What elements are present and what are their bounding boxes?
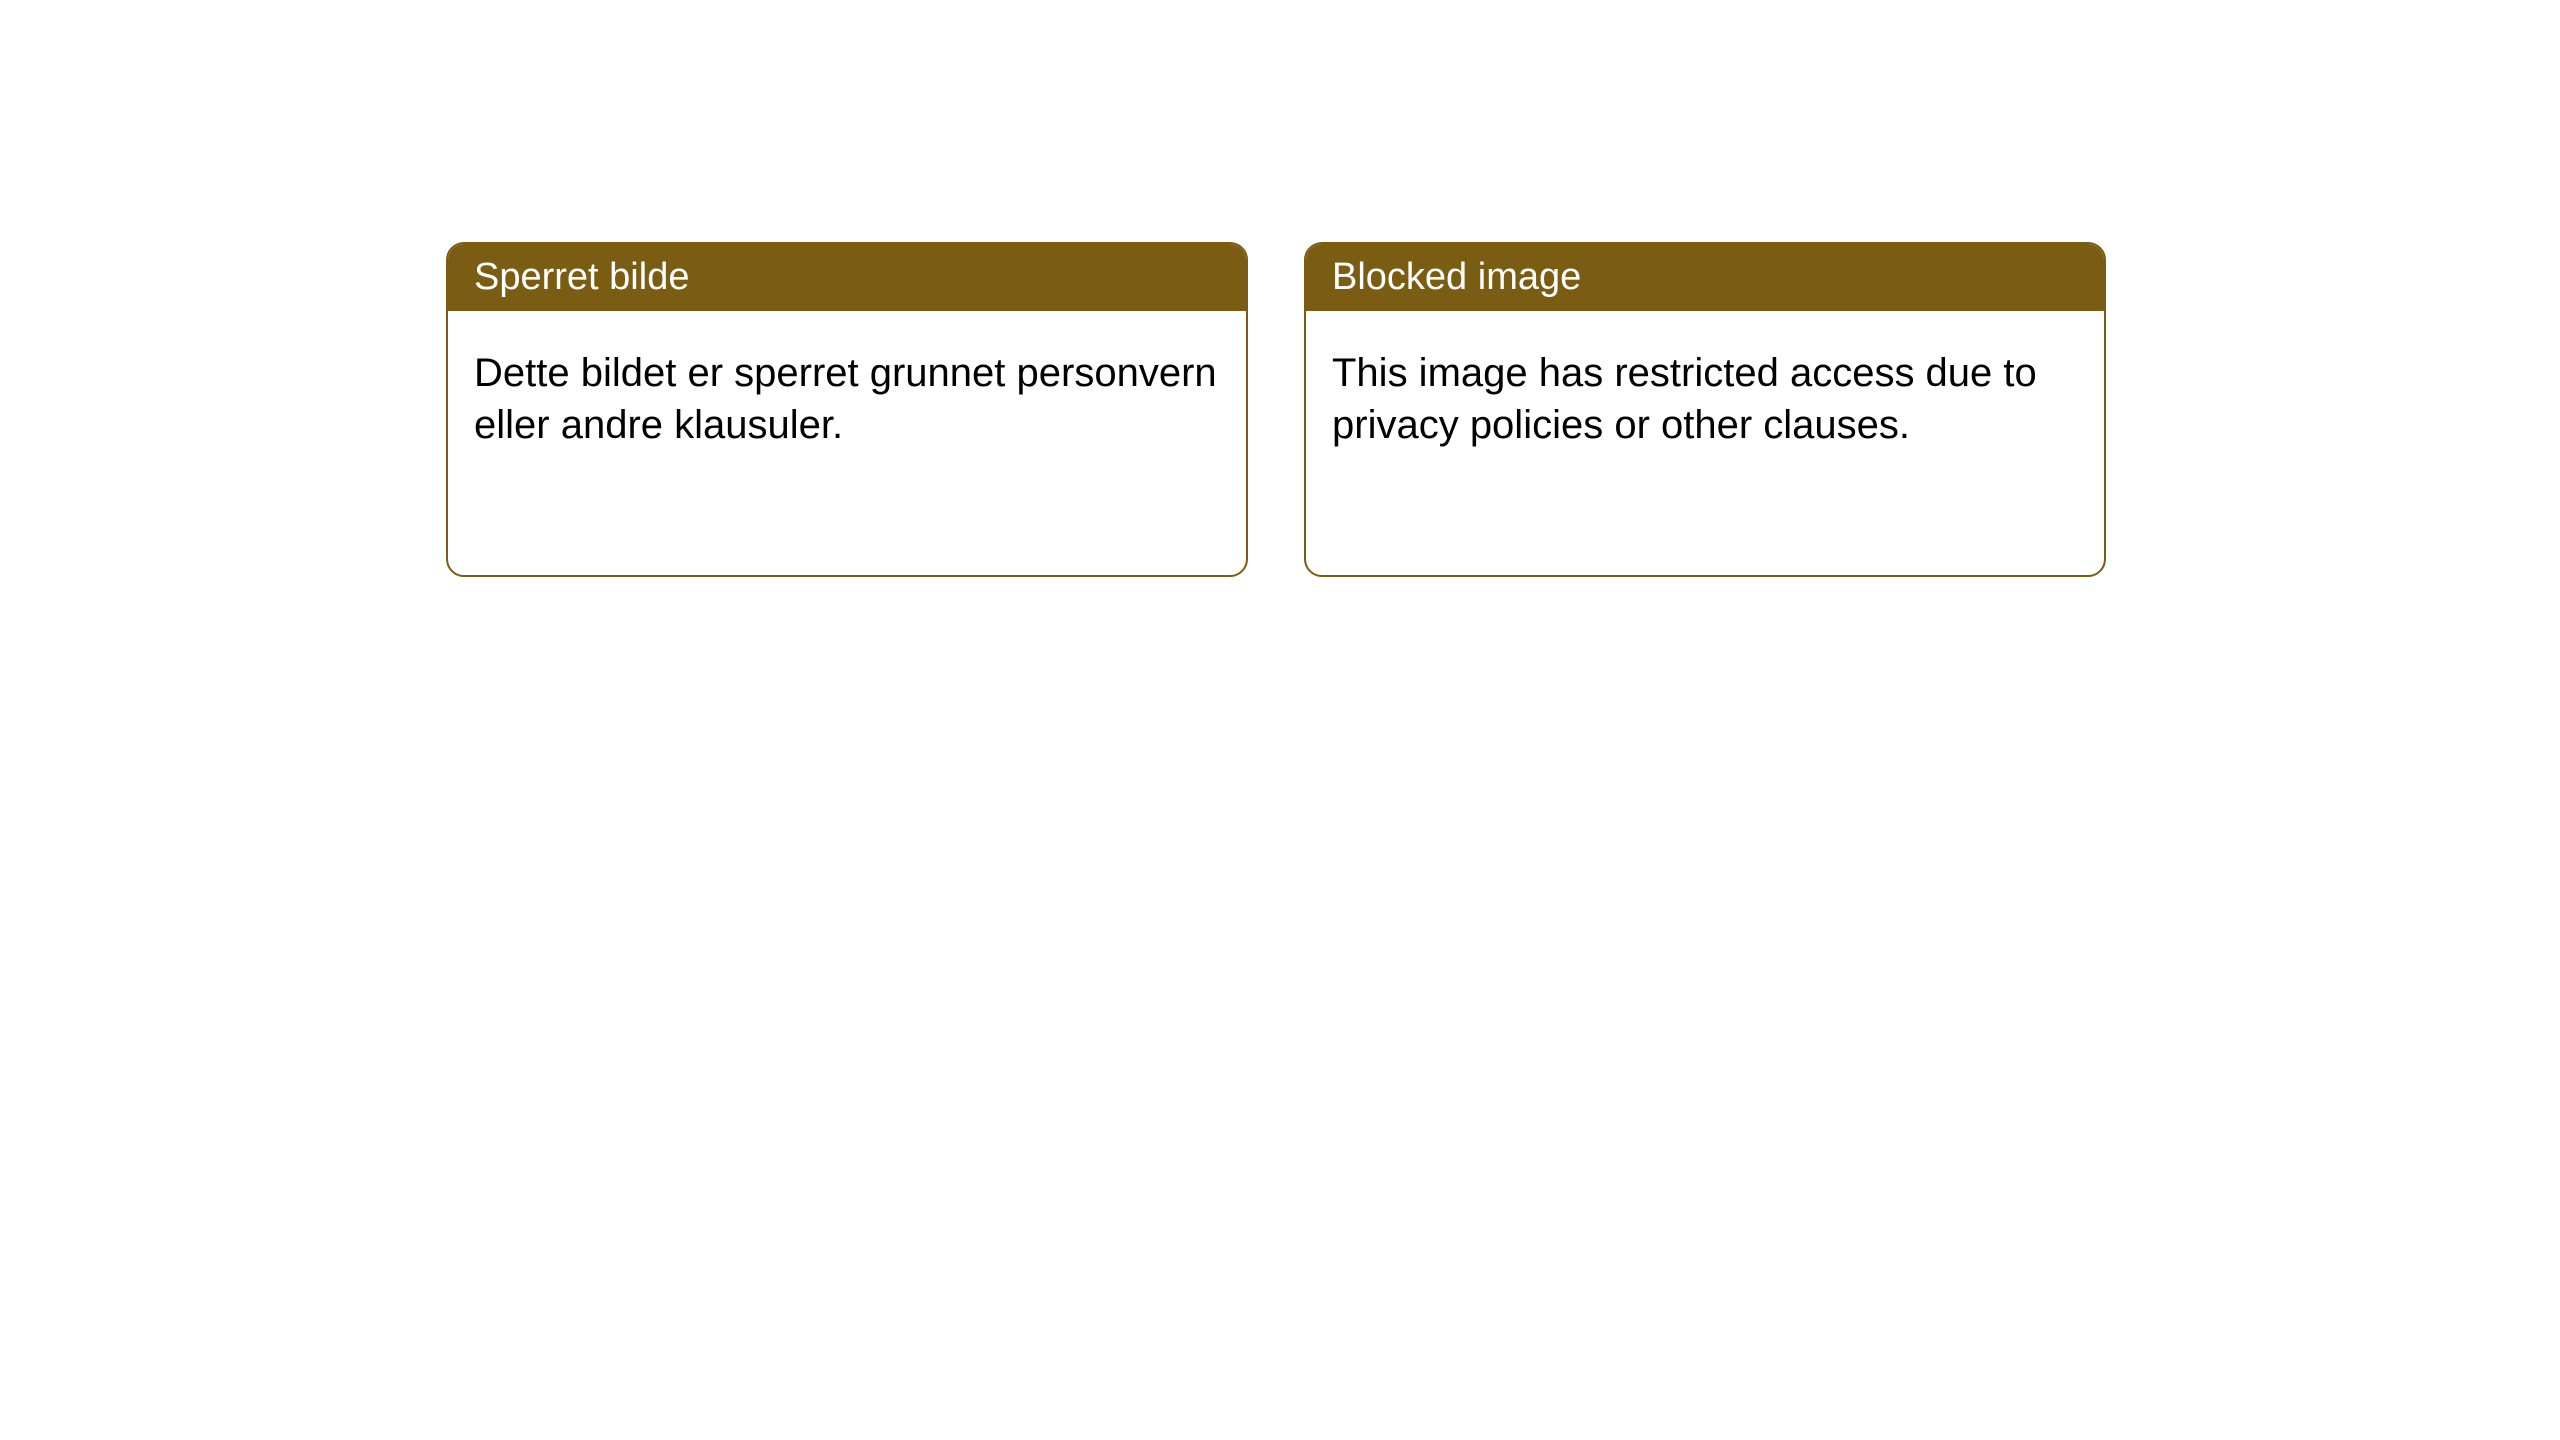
card-body: Dette bildet er sperret grunnet personve…: [448, 311, 1246, 487]
card-header: Sperret bilde: [448, 244, 1246, 311]
card-title: Sperret bilde: [474, 256, 689, 298]
card-message: Dette bildet er sperret grunnet personve…: [474, 351, 1217, 447]
blocked-image-card-en: Blocked image This image has restricted …: [1304, 242, 2106, 577]
cards-container: Sperret bilde Dette bildet er sperret gr…: [0, 0, 2560, 577]
card-message: This image has restricted access due to …: [1332, 351, 2037, 447]
card-header: Blocked image: [1306, 244, 2104, 311]
blocked-image-card-no: Sperret bilde Dette bildet er sperret gr…: [446, 242, 1248, 577]
card-body: This image has restricted access due to …: [1306, 311, 2104, 487]
card-title: Blocked image: [1332, 256, 1581, 298]
